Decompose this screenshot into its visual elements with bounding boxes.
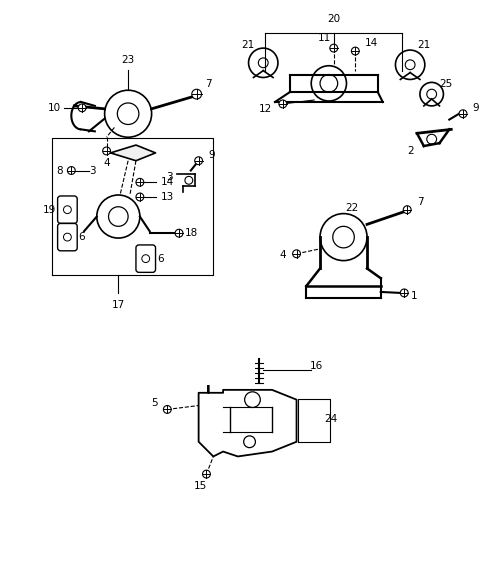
Text: 6: 6 <box>157 254 164 264</box>
Text: 11: 11 <box>317 34 331 43</box>
Text: 6: 6 <box>78 232 84 242</box>
Circle shape <box>330 44 337 52</box>
Text: 19: 19 <box>43 205 57 214</box>
Circle shape <box>203 470 210 478</box>
Circle shape <box>175 229 183 237</box>
Circle shape <box>195 157 203 165</box>
Text: 14: 14 <box>161 177 174 187</box>
Circle shape <box>400 289 408 297</box>
Text: 4: 4 <box>103 158 110 168</box>
Circle shape <box>403 206 411 214</box>
Text: 7: 7 <box>205 79 212 90</box>
Text: 16: 16 <box>310 361 323 371</box>
Text: 21: 21 <box>417 40 431 50</box>
Text: 18: 18 <box>185 228 198 238</box>
Circle shape <box>279 100 287 108</box>
Text: 17: 17 <box>112 299 125 310</box>
Polygon shape <box>110 145 156 161</box>
Text: 7: 7 <box>417 197 423 207</box>
Circle shape <box>103 147 110 155</box>
Text: 15: 15 <box>194 481 207 491</box>
Text: 10: 10 <box>48 103 61 113</box>
Text: 5: 5 <box>151 398 158 407</box>
Text: 22: 22 <box>345 203 358 213</box>
Circle shape <box>78 104 86 112</box>
Text: 9: 9 <box>472 103 479 113</box>
Text: 25: 25 <box>440 79 453 90</box>
Text: 21: 21 <box>241 40 254 50</box>
Text: 3: 3 <box>166 172 172 183</box>
Text: 13: 13 <box>161 192 174 202</box>
Text: 23: 23 <box>121 55 135 65</box>
Circle shape <box>459 110 467 118</box>
Text: 3: 3 <box>89 165 96 176</box>
Text: 14: 14 <box>364 38 378 48</box>
Text: 2: 2 <box>407 146 413 156</box>
Text: 12: 12 <box>259 104 272 114</box>
Circle shape <box>351 47 359 55</box>
Text: 20: 20 <box>327 14 340 24</box>
Text: 1: 1 <box>411 291 417 301</box>
Text: 9: 9 <box>208 150 215 160</box>
Circle shape <box>67 166 75 175</box>
Text: 4: 4 <box>279 250 286 260</box>
Text: 8: 8 <box>56 165 63 176</box>
Circle shape <box>192 89 202 99</box>
Circle shape <box>136 193 144 201</box>
Circle shape <box>163 406 171 413</box>
Circle shape <box>293 250 300 258</box>
Text: 24: 24 <box>324 414 337 424</box>
Circle shape <box>136 179 144 186</box>
